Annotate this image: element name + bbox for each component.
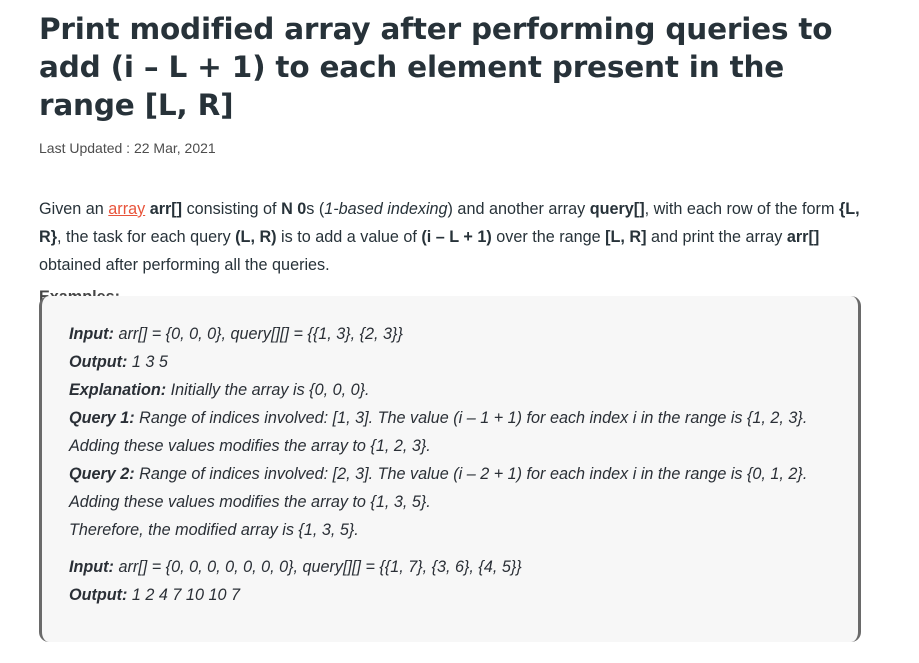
spacer	[69, 544, 829, 553]
intro-text: consisting of	[182, 200, 282, 218]
example-content: Input: arr[] = {0, 0, 0}, query[][] = {{…	[69, 320, 829, 609]
query-label: Query 2:	[69, 465, 135, 483]
output-label: Output:	[69, 586, 128, 604]
query-value: Range of indices involved: [1, 3]. The v…	[69, 409, 808, 455]
intro-text: , the task for each query	[57, 228, 236, 246]
example-input-2: Input: arr[] = {0, 0, 0, 0, 0, 0, 0}, qu…	[69, 553, 829, 581]
explanation-value: Initially the array is {0, 0, 0}.	[166, 381, 370, 399]
output-value: 1 3 5	[127, 353, 168, 371]
output-label: Output:	[69, 353, 128, 371]
example-output-2: Output: 1 2 4 7 10 10 7	[69, 581, 829, 609]
intro-bold: (L, R)	[235, 228, 277, 246]
input-label: Input:	[69, 325, 114, 343]
article-title: Print modified array after performing qu…	[39, 12, 833, 122]
example-query-2: Query 2: Range of indices involved: [2, …	[69, 460, 829, 516]
example-input-1: Input: arr[] = {0, 0, 0}, query[][] = {{…	[69, 320, 829, 348]
last-updated: Last Updated : 22 Mar, 2021	[39, 140, 216, 156]
example-output-1: Output: 1 3 5	[69, 348, 829, 376]
query-label: Query 1:	[69, 409, 135, 427]
intro-bold: {L, R}	[39, 200, 860, 246]
intro-bold: (i – L + 1)	[421, 228, 492, 246]
intro-bold: arr[]	[149, 200, 183, 218]
example-therefore: Therefore, the modified array is {1, 3, …	[69, 521, 359, 539]
intro-text: ) and another array	[447, 200, 590, 218]
intro-bold: [L, R]	[605, 228, 647, 246]
example-query-1: Query 1: Range of indices involved: [1, …	[69, 404, 829, 460]
input-value: arr[] = {0, 0, 0, 0, 0, 0, 0}, query[][]…	[113, 558, 522, 576]
input-value: arr[] = {0, 0, 0}, query[][] = {{1, 3}, …	[113, 325, 403, 343]
problem-statement: Given an array arr[] consisting of N 0s …	[39, 195, 869, 279]
intro-text: and print the array	[646, 228, 787, 246]
array-link[interactable]: array	[108, 200, 146, 218]
intro-bold: arr[]	[786, 228, 820, 246]
input-label: Input:	[69, 558, 114, 576]
article: Print modified array after performing qu…	[39, 10, 869, 307]
query-value: Range of indices involved: [2, 3]. The v…	[69, 465, 808, 511]
explanation-label: Explanation:	[69, 381, 167, 399]
output-value: 1 2 4 7 10 10 7	[127, 586, 240, 604]
intro-text: is to add a value of	[276, 228, 422, 246]
intro-bold: query[]	[589, 200, 645, 218]
example-explanation: Explanation: Initially the array is {0, …	[69, 376, 829, 404]
intro-text: obtained after performing all the querie…	[39, 256, 330, 274]
intro-text: Given an	[39, 200, 109, 218]
example-box: Input: arr[] = {0, 0, 0}, query[][] = {{…	[39, 296, 861, 642]
intro-italic: 1-based indexing	[324, 200, 448, 218]
intro-text: , with each row of the form	[644, 200, 839, 218]
intro-bold: N 0	[281, 200, 307, 218]
intro-text: over the range	[491, 228, 606, 246]
intro-text: s (	[306, 200, 325, 218]
